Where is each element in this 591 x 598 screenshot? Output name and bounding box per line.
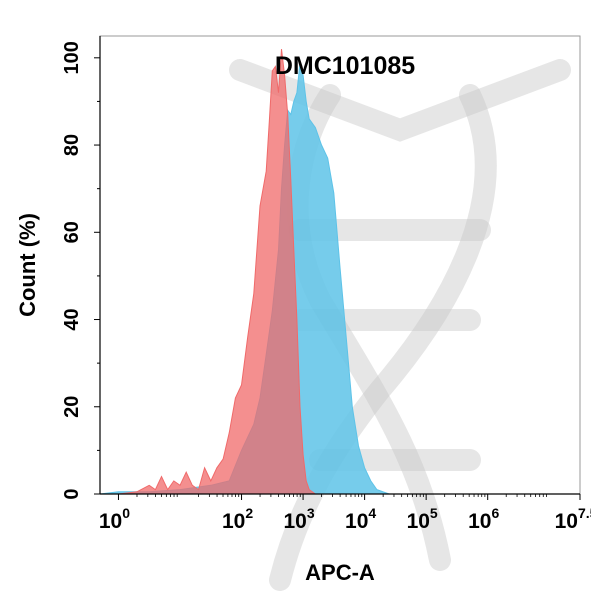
x-tick-label: 104 [345, 505, 376, 533]
histogram-area-series-1 [100, 49, 317, 495]
y-tick-label: 80 [61, 134, 83, 156]
y-tick-label: 100 [61, 41, 83, 74]
x-tick-label: 100 [99, 505, 130, 533]
x-tick-label: 106 [468, 505, 499, 533]
x-axis-label: APC-A [305, 560, 375, 585]
x-tick-label: 107.5 [555, 505, 591, 533]
y-tick-label: 20 [61, 396, 83, 418]
x-tick-label: 102 [222, 505, 253, 533]
chart-title: DMC101085 [275, 52, 415, 80]
y-tick-label: 40 [61, 308, 83, 330]
y-tick-label: 60 [61, 221, 83, 243]
y-axis-label: Count (%) [15, 213, 40, 317]
y-tick-label: 0 [61, 488, 83, 499]
x-tick-label: 103 [283, 505, 314, 533]
